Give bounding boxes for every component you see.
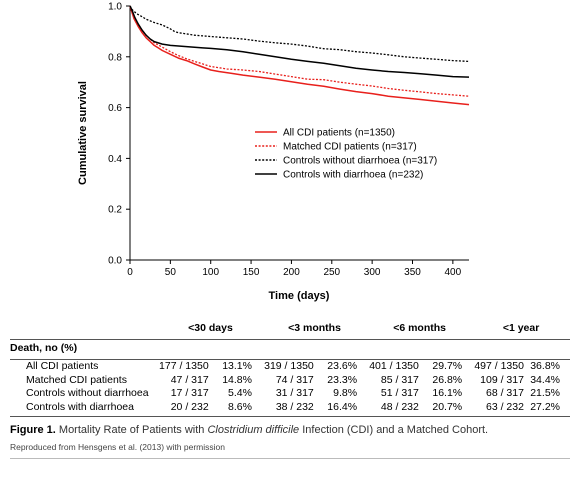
row-group-label: Controls without diarrhoea: [26, 387, 149, 399]
table-row: Matched CDI patients 47 / 317 14.8% 74 / 31…: [10, 374, 570, 388]
percent-cell: 14.8%: [222, 373, 252, 386]
percent-cell: 16.4%: [319, 400, 368, 417]
count-cell: 497 / 1350: [474, 360, 524, 372]
header-blank: [10, 322, 159, 339]
y-tick-label: 0.8: [108, 52, 122, 63]
y-tick-label: 0.2: [108, 205, 122, 216]
row-group-label: Controls with diarrhoea: [10, 400, 160, 417]
row-group-label: All CDI patients: [26, 360, 99, 372]
figure-caption: Figure 1. Mortality Rate of Patients wit…: [10, 424, 570, 452]
table-row: Controls without diarrhoea 17 / 317 5.4% 31…: [10, 387, 570, 401]
y-tick-label: 1.0: [108, 2, 122, 13]
count-cell: 74 / 317: [275, 373, 314, 386]
series-line-2: [129, 5, 470, 97]
count-cell: 48 / 232: [367, 400, 425, 417]
header-1-year: <1 year: [502, 322, 540, 334]
axes-layer: 0.0 0.2 0.4 0.6 0.8 1.0 0 50 100 150 200 250 300 350 4…: [108, 2, 469, 278]
count-cell: 109 / 317: [480, 373, 524, 386]
x-tick-label: 150: [243, 267, 260, 278]
caption-source: Reproduced from Hensgens et al. (2013) w…: [10, 442, 225, 452]
table-row: All CDI patients 177 / 1350 13.1% 319 / 135…: [10, 360, 570, 374]
mortality-table-wrapper: <30 days <3 months <6 months <1 year Dea…: [10, 322, 570, 417]
percent-cell: 16.1%: [432, 387, 463, 399]
series-layer: [129, 5, 470, 106]
count-cell: 63 / 232: [472, 400, 530, 417]
percent-cell: 21.5%: [530, 387, 560, 399]
legend: All CDI patients (n=1350) Matched CDI pat…: [255, 128, 437, 181]
legend-label: Matched CDI patients (n=317): [283, 142, 417, 153]
row-group-label: Matched CDI patients: [26, 373, 127, 386]
header-6-months: <6 months: [393, 322, 447, 334]
percent-cell: 29.7%: [432, 360, 463, 372]
x-tick-label: 250: [323, 267, 340, 278]
section-label-row: Death, no (%): [10, 338, 570, 360]
count-cell: 20 / 232: [159, 400, 215, 417]
count-cell: 85 / 317: [380, 373, 419, 386]
x-tick-label: 100: [202, 267, 219, 278]
header-30-days: <30 days: [188, 322, 233, 334]
mortality-table: <30 days <3 months <6 months <1 year Dea…: [10, 322, 570, 417]
count-cell: 47 / 317: [170, 373, 209, 386]
count-cell: 17 / 317: [170, 387, 209, 399]
section-label: Death, no (%): [10, 338, 570, 360]
count-cell: 319 / 1350: [264, 360, 314, 372]
percent-cell: 36.8%: [530, 360, 560, 372]
caption-text-1: Mortality Rate of Patients with: [55, 424, 208, 436]
figure-label: Figure 1.: [10, 424, 56, 436]
legend-label: Controls without diarrhoea (n=317): [283, 156, 437, 167]
x-tick-label: 300: [364, 267, 381, 278]
percent-cell: 20.7%: [424, 400, 473, 417]
y-tick-label: 0.4: [108, 154, 122, 165]
percent-cell: 13.1%: [222, 360, 252, 372]
caption-text-2: Infection (CDI) and a Matched Cohort.: [299, 424, 489, 436]
survival-chart: 0.0 0.2 0.4 0.6 0.8 1.0 0 50 100 150 200 250 300 350 4…: [77, 2, 470, 302]
series-line-3: [129, 5, 470, 63]
header-3-months: <3 months: [288, 322, 341, 334]
count-cell: 68 / 317: [486, 387, 524, 399]
percent-cell: 23.6%: [327, 360, 358, 372]
y-tick-label: 0.0: [108, 256, 122, 267]
percent-cell: 9.8%: [333, 387, 358, 399]
percent-cell: 5.4%: [228, 387, 252, 399]
percent-cell: 27.2%: [529, 400, 570, 417]
count-cell: 401 / 1350: [369, 360, 419, 372]
x-tick-label: 200: [283, 267, 300, 278]
percent-cell: 26.8%: [432, 373, 463, 386]
bottom-divider: [10, 458, 570, 459]
x-axis-label: Time (days): [269, 290, 330, 302]
count-cell: 177 / 1350: [159, 360, 209, 372]
count-cell: 38 / 232: [261, 400, 320, 417]
count-cell: 31 / 317: [275, 387, 314, 399]
legend-label: Controls with diarrhoea (n=232): [283, 170, 423, 181]
x-tick-label: 50: [165, 267, 177, 278]
legend-label: All CDI patients (n=1350): [283, 128, 395, 139]
caption-main: Figure 1. Mortality Rate of Patients wit…: [10, 424, 570, 436]
table-header-row: <30 days <3 months <6 months <1 year: [10, 322, 570, 339]
y-tick-label: 0.6: [108, 103, 122, 114]
y-axis-label: Cumulative survival: [77, 81, 89, 185]
percent-cell: 23.3%: [327, 373, 358, 386]
x-tick-label: 0: [127, 267, 133, 278]
x-tick-label: 400: [445, 267, 462, 278]
count-cell: 51 / 317: [380, 387, 419, 399]
percent-cell: 8.6%: [214, 400, 262, 417]
x-tick-label: 350: [404, 267, 421, 278]
table-row: Controls with diarrhoea 20 / 232 8.6% 38 / …: [10, 400, 570, 417]
series-line-4: [129, 5, 470, 78]
caption-italic: Clostridium difficile: [207, 424, 300, 436]
percent-cell: 34.4%: [530, 373, 560, 386]
series-line-1: [129, 5, 470, 106]
